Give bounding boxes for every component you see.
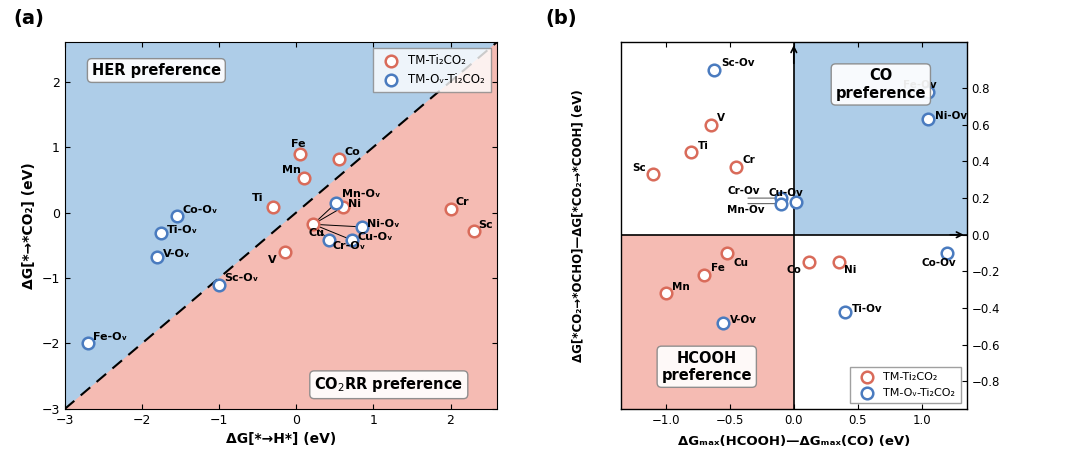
Legend: TM-Ti₂CO₂, TM-Oᵥ-Ti₂CO₂: TM-Ti₂CO₂, TM-Oᵥ-Ti₂CO₂ — [850, 367, 961, 403]
Text: Cr-Ov: Cr-Ov — [727, 187, 759, 196]
Text: Mn: Mn — [282, 165, 301, 175]
Text: Co: Co — [345, 147, 360, 157]
Text: HCOOH
preference: HCOOH preference — [662, 351, 752, 383]
Point — [334, 204, 351, 211]
Point — [728, 163, 745, 171]
Text: (a): (a) — [13, 8, 44, 28]
Text: Sc-Oᵥ: Sc-Oᵥ — [225, 273, 259, 283]
Point — [645, 171, 662, 178]
Text: Ni: Ni — [843, 265, 856, 275]
Text: Ti: Ti — [252, 193, 264, 203]
Text: Cr-Oᵥ: Cr-Oᵥ — [333, 241, 366, 251]
Text: Cu: Cu — [309, 228, 325, 238]
Point — [465, 227, 483, 235]
Point — [696, 271, 713, 279]
Point — [152, 230, 170, 237]
Point — [265, 204, 282, 211]
Point — [353, 223, 370, 231]
Point — [79, 340, 96, 347]
Text: Co: Co — [786, 265, 801, 275]
Text: HER preference: HER preference — [92, 63, 221, 78]
Point — [320, 236, 337, 244]
Text: V-Oᵥ: V-Oᵥ — [163, 249, 190, 259]
Text: Ni-Oᵥ: Ni-Oᵥ — [367, 219, 400, 229]
Text: CO$_2$RR preference: CO$_2$RR preference — [314, 375, 463, 394]
Text: Cr: Cr — [456, 197, 470, 207]
Point — [702, 121, 719, 129]
Point — [343, 236, 361, 244]
Text: Co-Ov: Co-Ov — [922, 258, 957, 268]
Text: Sc: Sc — [478, 219, 492, 229]
Point — [939, 249, 956, 257]
Text: Co-Oᵥ: Co-Oᵥ — [183, 204, 217, 214]
Point — [442, 205, 459, 213]
Text: Ti-Oᵥ: Ti-Oᵥ — [166, 226, 198, 235]
Point — [919, 88, 936, 95]
Text: Mn-Ov: Mn-Ov — [727, 205, 765, 215]
Text: Fe: Fe — [711, 263, 725, 274]
Point — [772, 195, 789, 202]
Text: ΔG[*CO₂→*OCHO]—ΔG[*CO₂→*COOH] (eV): ΔG[*CO₂→*OCHO]—ΔG[*CO₂→*COOH] (eV) — [571, 89, 584, 362]
Point — [168, 212, 186, 219]
Point — [772, 200, 789, 207]
Text: Sc-Ov: Sc-Ov — [720, 58, 754, 68]
Point — [305, 220, 322, 228]
Point — [715, 319, 732, 327]
Text: Fe: Fe — [291, 139, 306, 149]
Text: Cu-Oᵥ: Cu-Oᵥ — [357, 232, 393, 242]
Legend: TM-Ti₂CO₂, TM-Oᵥ-Ti₂CO₂: TM-Ti₂CO₂, TM-Oᵥ-Ti₂CO₂ — [373, 48, 491, 92]
Text: Fe-Ov: Fe-Ov — [903, 80, 936, 90]
Point — [706, 66, 724, 74]
Point — [787, 198, 805, 205]
Text: V: V — [268, 255, 276, 265]
Point — [295, 175, 312, 182]
Text: V: V — [717, 113, 725, 123]
Text: Mn: Mn — [672, 282, 690, 292]
Text: (b): (b) — [545, 8, 577, 28]
Text: Ni-Ov: Ni-Ov — [934, 111, 967, 121]
Point — [829, 258, 847, 266]
Text: Cr: Cr — [743, 155, 755, 165]
Point — [211, 281, 228, 288]
Point — [718, 249, 735, 257]
Point — [919, 116, 936, 123]
Point — [330, 155, 348, 163]
Text: Ti: Ti — [698, 141, 708, 150]
Point — [292, 150, 309, 157]
Text: Ti-Ov: Ti-Ov — [851, 304, 882, 314]
Text: Fe-Oᵥ: Fe-Oᵥ — [93, 332, 127, 342]
Point — [276, 248, 294, 256]
Text: CO
preference: CO preference — [836, 68, 926, 101]
Point — [836, 308, 853, 315]
Point — [149, 253, 166, 261]
Text: Cu: Cu — [733, 258, 748, 268]
X-axis label: ΔG[*→H*] (eV): ΔG[*→H*] (eV) — [226, 432, 336, 446]
Text: Ni: Ni — [348, 199, 361, 209]
Text: V-Ov: V-Ov — [730, 315, 757, 325]
Text: Sc: Sc — [633, 163, 646, 172]
X-axis label: ΔGₘₐₓ(HCOOH)—ΔGₘₐₓ(CO) (eV): ΔGₘₐₓ(HCOOH)—ΔGₘₐₓ(CO) (eV) — [677, 435, 910, 448]
Point — [327, 199, 345, 206]
Point — [800, 258, 818, 266]
Y-axis label: ΔG[*→*CO₂] (eV): ΔG[*→*CO₂] (eV) — [22, 162, 36, 289]
Text: Cu-Ov: Cu-Ov — [768, 188, 802, 198]
Point — [657, 290, 674, 297]
Text: Mn-Oᵥ: Mn-Oᵥ — [341, 189, 380, 199]
Point — [683, 149, 700, 156]
